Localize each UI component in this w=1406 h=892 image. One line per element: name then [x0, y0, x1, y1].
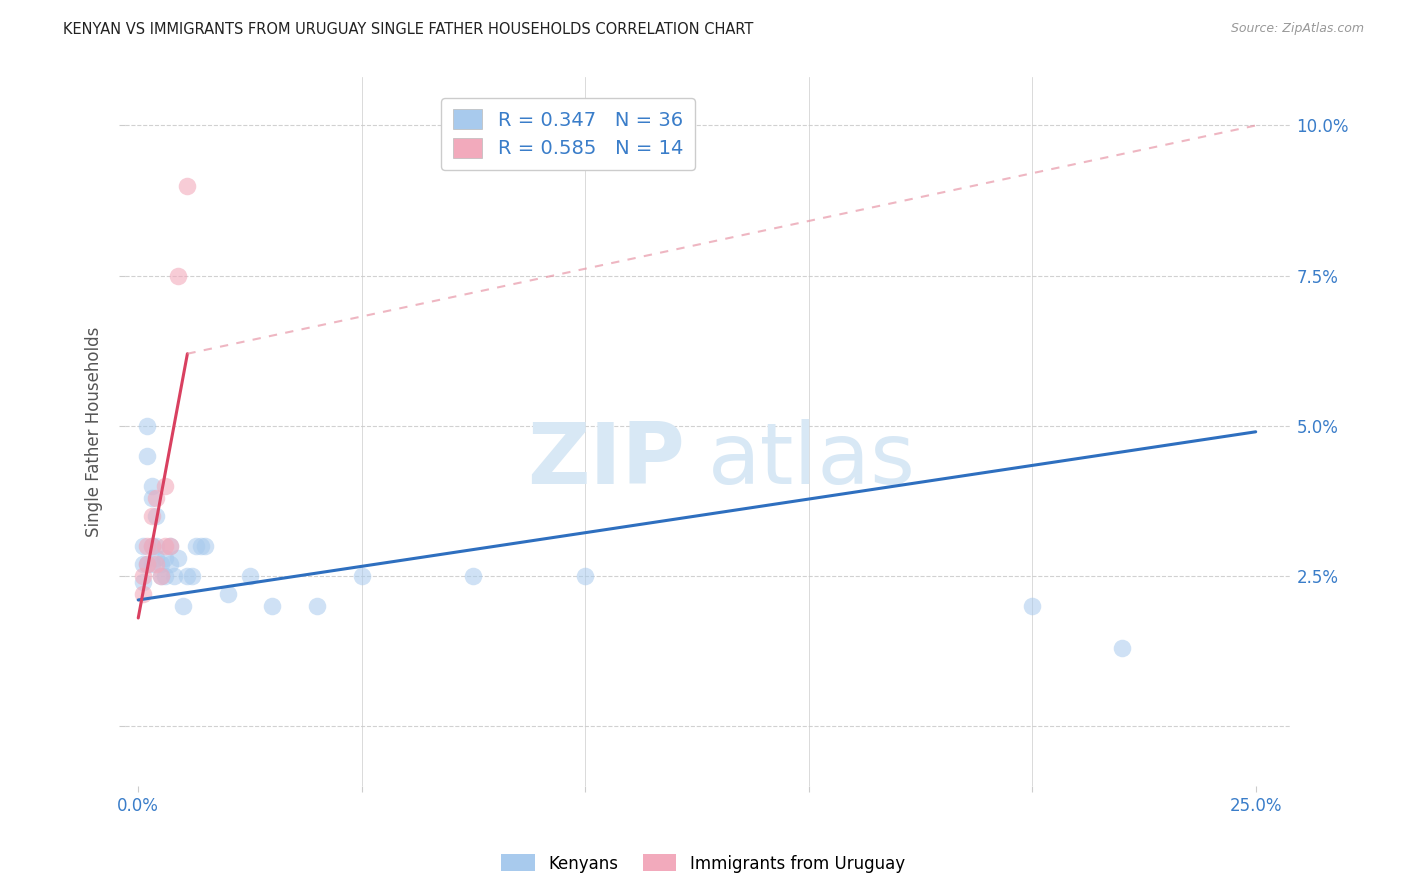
- Point: [186, 539, 208, 553]
- Text: KENYAN VS IMMIGRANTS FROM URUGUAY SINGLE FATHER HOUSEHOLDS CORRELATION CHART: KENYAN VS IMMIGRANTS FROM URUGUAY SINGLE…: [63, 22, 754, 37]
- Point: [136, 557, 159, 571]
- Point: [262, 599, 284, 613]
- Point: [145, 550, 167, 565]
- Point: [217, 587, 239, 601]
- Point: [141, 508, 163, 523]
- Point: [239, 569, 262, 583]
- Y-axis label: Single Father Households: Single Father Households: [86, 326, 103, 537]
- Point: [131, 557, 153, 571]
- Point: [159, 539, 181, 553]
- Point: [131, 574, 153, 589]
- Point: [149, 569, 172, 583]
- Point: [141, 491, 163, 505]
- Text: Source: ZipAtlas.com: Source: ZipAtlas.com: [1230, 22, 1364, 36]
- Point: [145, 539, 167, 553]
- Point: [145, 491, 167, 505]
- Point: [463, 569, 485, 583]
- Point: [190, 539, 212, 553]
- Point: [194, 539, 217, 553]
- Point: [574, 569, 596, 583]
- Point: [136, 449, 159, 463]
- Point: [131, 569, 153, 583]
- Legend: Kenyans, Immigrants from Uruguay: Kenyans, Immigrants from Uruguay: [495, 847, 911, 880]
- Text: ZIP: ZIP: [527, 418, 685, 501]
- Legend: R = 0.347   N = 36, R = 0.585   N = 14: R = 0.347 N = 36, R = 0.585 N = 14: [441, 98, 695, 170]
- Point: [172, 599, 194, 613]
- Point: [136, 539, 159, 553]
- Point: [149, 569, 172, 583]
- Point: [153, 569, 176, 583]
- Point: [136, 557, 159, 571]
- Point: [141, 557, 163, 571]
- Point: [180, 569, 202, 583]
- Point: [141, 539, 163, 553]
- Point: [153, 539, 176, 553]
- Point: [305, 599, 328, 613]
- Point: [145, 557, 167, 571]
- Point: [141, 539, 163, 553]
- Point: [141, 479, 163, 493]
- Point: [176, 569, 198, 583]
- Point: [153, 479, 176, 493]
- Point: [1111, 640, 1133, 655]
- Point: [1021, 599, 1043, 613]
- Point: [153, 550, 176, 565]
- Point: [136, 418, 159, 433]
- Text: atlas: atlas: [709, 418, 917, 501]
- Point: [145, 508, 167, 523]
- Point: [350, 569, 373, 583]
- Point: [167, 268, 190, 283]
- Point: [167, 550, 190, 565]
- Point: [131, 587, 153, 601]
- Point: [159, 539, 181, 553]
- Point: [163, 569, 186, 583]
- Point: [176, 178, 198, 193]
- Point: [131, 539, 153, 553]
- Point: [149, 557, 172, 571]
- Point: [159, 557, 181, 571]
